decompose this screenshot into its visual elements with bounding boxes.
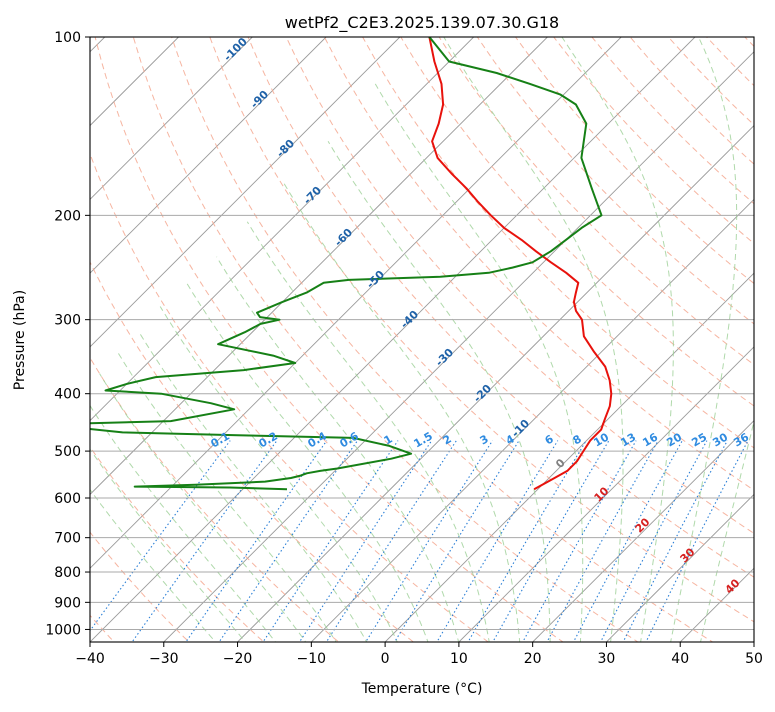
y-tick-label: 900 [54, 595, 81, 611]
x-tick-label: −30 [149, 651, 179, 667]
y-tick-label: 300 [54, 313, 81, 329]
x-tick-label: 20 [524, 651, 542, 667]
x-tick-label: 30 [598, 651, 616, 667]
x-tick-label: 50 [745, 651, 763, 667]
x-tick-label: −40 [75, 651, 105, 667]
x-axis-label: Temperature (°C) [361, 681, 483, 697]
chart-title: wetPf2_C2E3.2025.139.07.30.G18 [285, 13, 559, 33]
y-tick-label: 500 [54, 444, 81, 460]
y-tick-label: 700 [54, 531, 81, 547]
y-tick-label: 200 [54, 208, 81, 224]
y-tick-label: 800 [54, 565, 81, 581]
x-tick-label: 10 [450, 651, 468, 667]
y-tick-label: 600 [54, 491, 81, 507]
y-axis-label: Pressure (hPa) [12, 290, 28, 390]
x-tick-label: −10 [297, 651, 327, 667]
y-tick-label: 1000 [45, 622, 81, 638]
y-tick-label: 400 [54, 387, 81, 403]
x-tick-label: −20 [223, 651, 253, 667]
x-tick-label: 0 [381, 651, 390, 667]
y-tick-label: 100 [54, 30, 81, 46]
x-tick-label: 40 [671, 651, 689, 667]
